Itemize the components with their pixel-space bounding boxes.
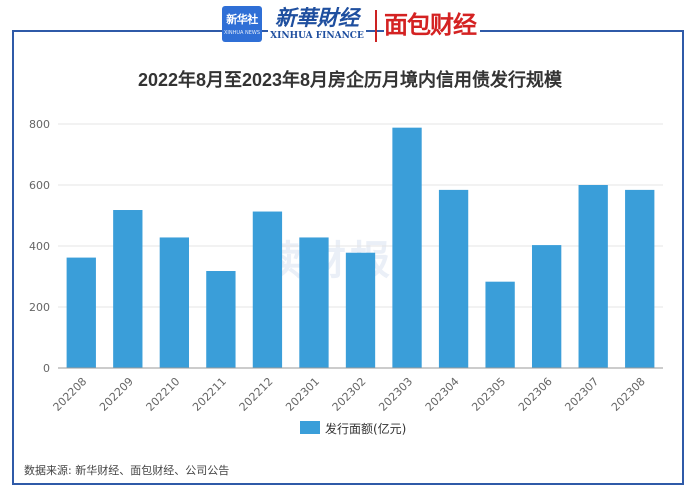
x-tick-label: 202304 [423, 375, 462, 414]
bar-202302 [345, 252, 376, 368]
bar-202306 [531, 245, 562, 368]
bar-202212 [252, 211, 283, 368]
bar-202305 [485, 281, 515, 368]
x-tick-label: 202305 [469, 375, 508, 414]
bar-202303 [392, 127, 422, 368]
y-tick-label: 200 [29, 301, 50, 314]
y-tick-label: 600 [29, 179, 50, 192]
x-tick-label: 202209 [97, 375, 136, 414]
x-tick-label: 202306 [516, 375, 555, 414]
bar-202307 [578, 185, 608, 368]
xinhua-finance-logo-cn: 新華財经 [275, 5, 359, 30]
y-axis-ticks: 0 200 400 600 800 [29, 118, 50, 375]
y-tick-label: 800 [29, 118, 50, 131]
x-tick-label: 202301 [283, 375, 322, 414]
y-tick-label: 400 [29, 240, 50, 253]
x-tick-label: 202210 [144, 375, 183, 414]
xinhua-finance-logo-en: XINHUA FINANCE [270, 31, 364, 41]
x-tick-label: 202208 [50, 375, 89, 414]
data-source-note: 数据来源: 新华财经、面包财经、公司公告 [24, 464, 230, 477]
legend-label: 发行面额(亿元) [325, 422, 407, 436]
xinhuashe-logo-subtext: XINHUA NEWS [223, 30, 261, 36]
mianbao-logo: 面包财经 [384, 8, 480, 42]
x-tick-label: 202211 [190, 375, 229, 414]
bar-202209 [113, 210, 143, 368]
xinhuashe-logo-text: 新华社 [226, 13, 258, 26]
x-axis-ticks: 202208 202209 202210 202211 202212 202301 2023… [50, 375, 647, 414]
x-tick-label: 202307 [562, 375, 601, 414]
x-tick-label: 202308 [609, 375, 648, 414]
chart-title: 2022年8月至2023年8月房企历月境内信用债发行规模 [137, 70, 563, 90]
bar-202211 [206, 271, 236, 368]
bar-202208 [66, 257, 96, 368]
bar-202301 [299, 237, 329, 368]
xinhuashe-logo: 新华社 XINHUA NEWS [222, 6, 262, 42]
bar-202304 [438, 189, 469, 368]
bar-202210 [159, 237, 190, 368]
legend-swatch [300, 421, 320, 434]
bar-202308 [625, 189, 655, 368]
header: 新华社 XINHUA NEWS 新華財经 XINHUA FINANCE 面包财经 [0, 0, 700, 48]
x-tick-label: 202303 [376, 375, 415, 414]
x-tick-label: 202302 [330, 375, 369, 414]
y-tick-label: 0 [43, 362, 50, 375]
xinhua-finance-logo: 新華財经 XINHUA FINANCE [268, 5, 366, 45]
bars [66, 127, 655, 368]
logo-divider [375, 10, 377, 42]
x-tick-label: 202212 [237, 375, 276, 414]
